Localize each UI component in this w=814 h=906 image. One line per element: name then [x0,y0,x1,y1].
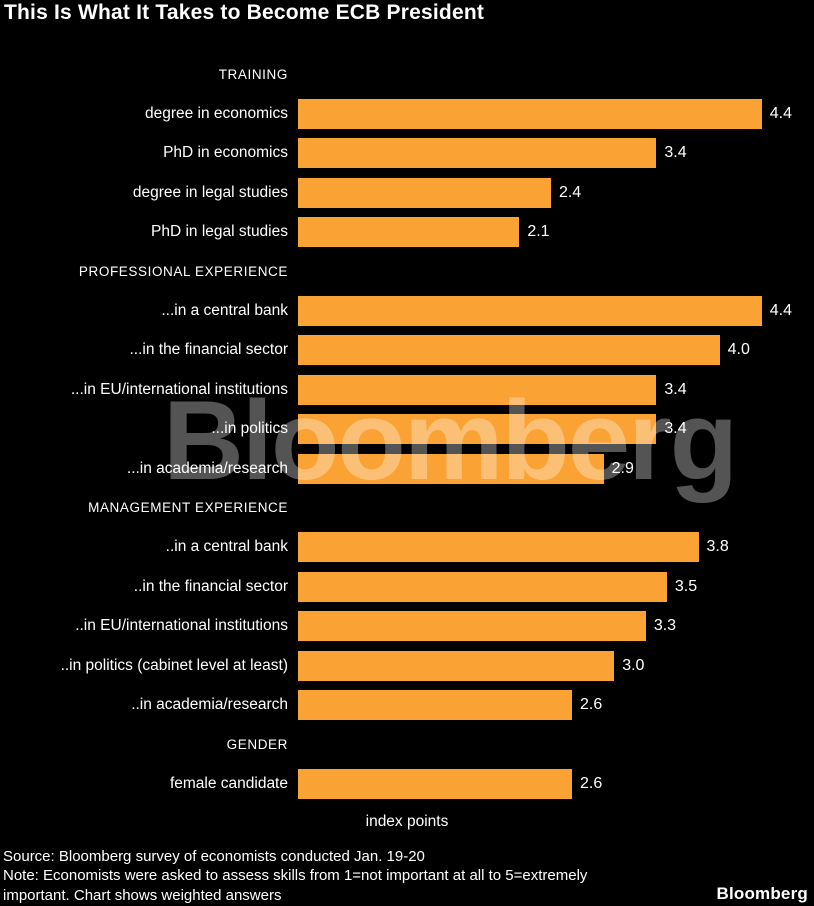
x-axis-label: index points [365,813,449,830]
bar-label: ..in EU/international institutions [75,617,288,635]
bar-value: 4.4 [769,105,792,123]
bar-value: 3.5 [674,577,698,595]
bar [298,571,667,602]
bar-label: ..in academia/research [131,695,288,713]
section-header-row: GENDER [0,725,814,764]
bar-label: ..in the financial sector [133,577,288,595]
bar-cell: 4.4 [288,99,814,130]
bar-value: 2.6 [580,774,603,792]
bar-value: 2.4 [558,183,582,201]
bar [298,374,657,405]
section-header-row: MANAGEMENT EXPERIENCE [0,488,814,527]
bar-row: female candidate 2.6 [0,764,814,803]
bloomberg-logo: Bloomberg [716,884,808,903]
bar-label: ...in academia/research [126,459,288,477]
bar-row: ...in a central bank 4.4 [0,291,814,330]
bar [298,296,762,327]
bar-label: ...in politics [211,420,288,438]
bar-value: 3.4 [664,144,687,162]
section-header-row: PROFESSIONAL EXPERIENCE [0,252,814,291]
bar-cell: 3.4 [288,138,814,169]
source-line: Source: Bloomberg survey of economists c… [3,848,425,865]
bar [298,138,657,169]
section-header: TRAINING [218,67,288,83]
bar-row: ..in politics (cabinet level at least) 3.… [0,646,814,685]
bar [298,99,762,130]
bar-row: ..in the financial sector 3.5 [0,567,814,606]
bar-cell: 3.3 [288,611,814,642]
bar-value: 3.8 [706,538,729,556]
footnote: Source: Bloomberg survey of economists c… [3,847,587,905]
bar-label: ...in EU/international institutions [70,380,288,398]
bar [298,335,720,366]
bar-chart: TRAINING degree in economics 4.4 PhD in eco… [0,55,814,803]
bar-cell: 3.5 [288,571,814,602]
bar-label: ...in the financial sector [129,341,288,359]
bar-row: ...in politics 3.4 [0,410,814,449]
bar-row: ..in a central bank 3.8 [0,528,814,567]
bar-label: degree in legal studies [132,183,288,201]
bar-row: ...in academia/research 2.9 [0,449,814,488]
bar-cell: 2.6 [288,768,814,799]
bar-cell: 2.9 [288,453,814,484]
bar-cell: 3.4 [288,414,814,445]
bar-value: 3.0 [622,656,645,674]
page-title: This Is What It Takes to Become ECB Pres… [4,1,485,24]
bar-cell: 3.0 [288,650,814,681]
section-header-row: TRAINING [0,55,814,94]
bar-cell: 3.4 [288,374,814,405]
bar-label: PhD in economics [163,144,288,162]
bar-cell: 3.8 [288,532,814,563]
bar-value: 4.0 [727,341,750,359]
bar-value: 3.4 [664,380,687,398]
bar-value: 2.9 [611,459,634,477]
bar-row: ..in academia/research 2.6 [0,685,814,724]
bar-row: PhD in legal studies 2.1 [0,213,814,252]
bar-label: ..in a central bank [165,538,288,556]
note-line-1: Note: Economists were asked to assess sk… [3,867,588,885]
bar-label: degree in economics [144,105,288,123]
bar [298,689,573,720]
bar [298,453,604,484]
bar-value: 4.4 [769,302,792,320]
bar-row: degree in legal studies 2.4 [0,173,814,212]
bar-label: female candidate [169,774,288,792]
bar-label: ...in a central bank [161,302,288,320]
bar-cell: 2.1 [288,217,814,248]
bar-label: ..in politics (cabinet level at least) [60,656,288,674]
bar-value: 3.3 [653,617,677,635]
bar [298,650,615,681]
bar-value: 3.4 [664,420,687,438]
bar-value: 2.6 [580,695,603,713]
bar [298,532,699,563]
bar [298,177,551,208]
bar [298,217,520,248]
bar-cell: 4.4 [288,296,814,327]
bar-row: ...in EU/international institutions 3.4 [0,370,814,409]
note-line-2: important. Chart shows weighted answers [3,886,282,904]
section-header: GENDER [226,736,288,752]
bar-cell: 2.6 [288,689,814,720]
bar [298,414,657,445]
bar [298,768,573,799]
section-header: PROFESSIONAL EXPERIENCE [78,264,288,280]
bar-row: degree in economics 4.4 [0,94,814,133]
bar-row: ..in EU/international institutions 3.3 [0,606,814,645]
bar-cell: 2.4 [288,177,814,208]
bar-row: ...in the financial sector 4.0 [0,331,814,370]
bar-row: PhD in economics 3.4 [0,134,814,173]
bar-value: 2.1 [527,223,550,241]
bar-cell: 4.0 [288,335,814,366]
section-header: MANAGEMENT EXPERIENCE [88,500,288,516]
bar-label: PhD in legal studies [151,223,288,241]
bar [298,611,646,642]
